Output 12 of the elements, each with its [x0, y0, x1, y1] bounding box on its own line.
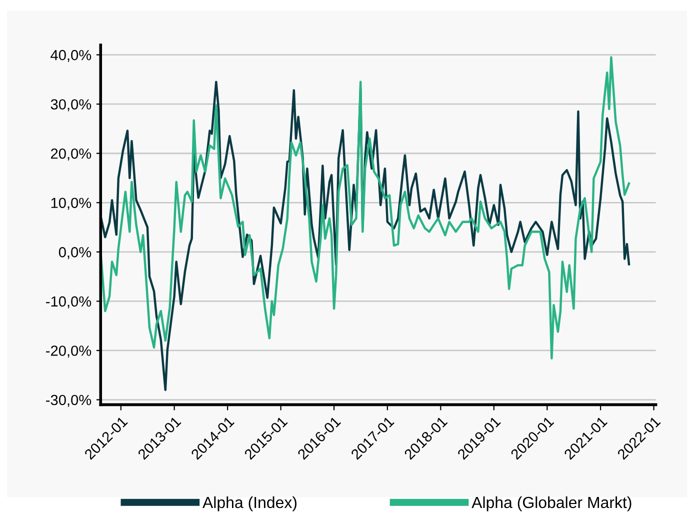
y-tick-label: 30,0%	[50, 99, 92, 112]
y-tick-label: 20,0%	[50, 148, 92, 161]
line-series	[100, 80, 630, 392]
y-tick-label: 40,0%	[50, 50, 92, 62]
line-series	[100, 56, 630, 360]
y-tick-label: -10,0%	[46, 296, 92, 308]
y-tick-label: -20,0%	[46, 346, 92, 358]
legend-label: Alpha (Index)	[202, 496, 296, 512]
y-tick-label: -30,0%	[46, 394, 92, 407]
y-tick-label: 0,0%	[58, 247, 92, 260]
y-tick-label: 10,0%	[51, 198, 92, 210]
legend-label: Alpha (Globaler Markt)	[472, 496, 632, 512]
